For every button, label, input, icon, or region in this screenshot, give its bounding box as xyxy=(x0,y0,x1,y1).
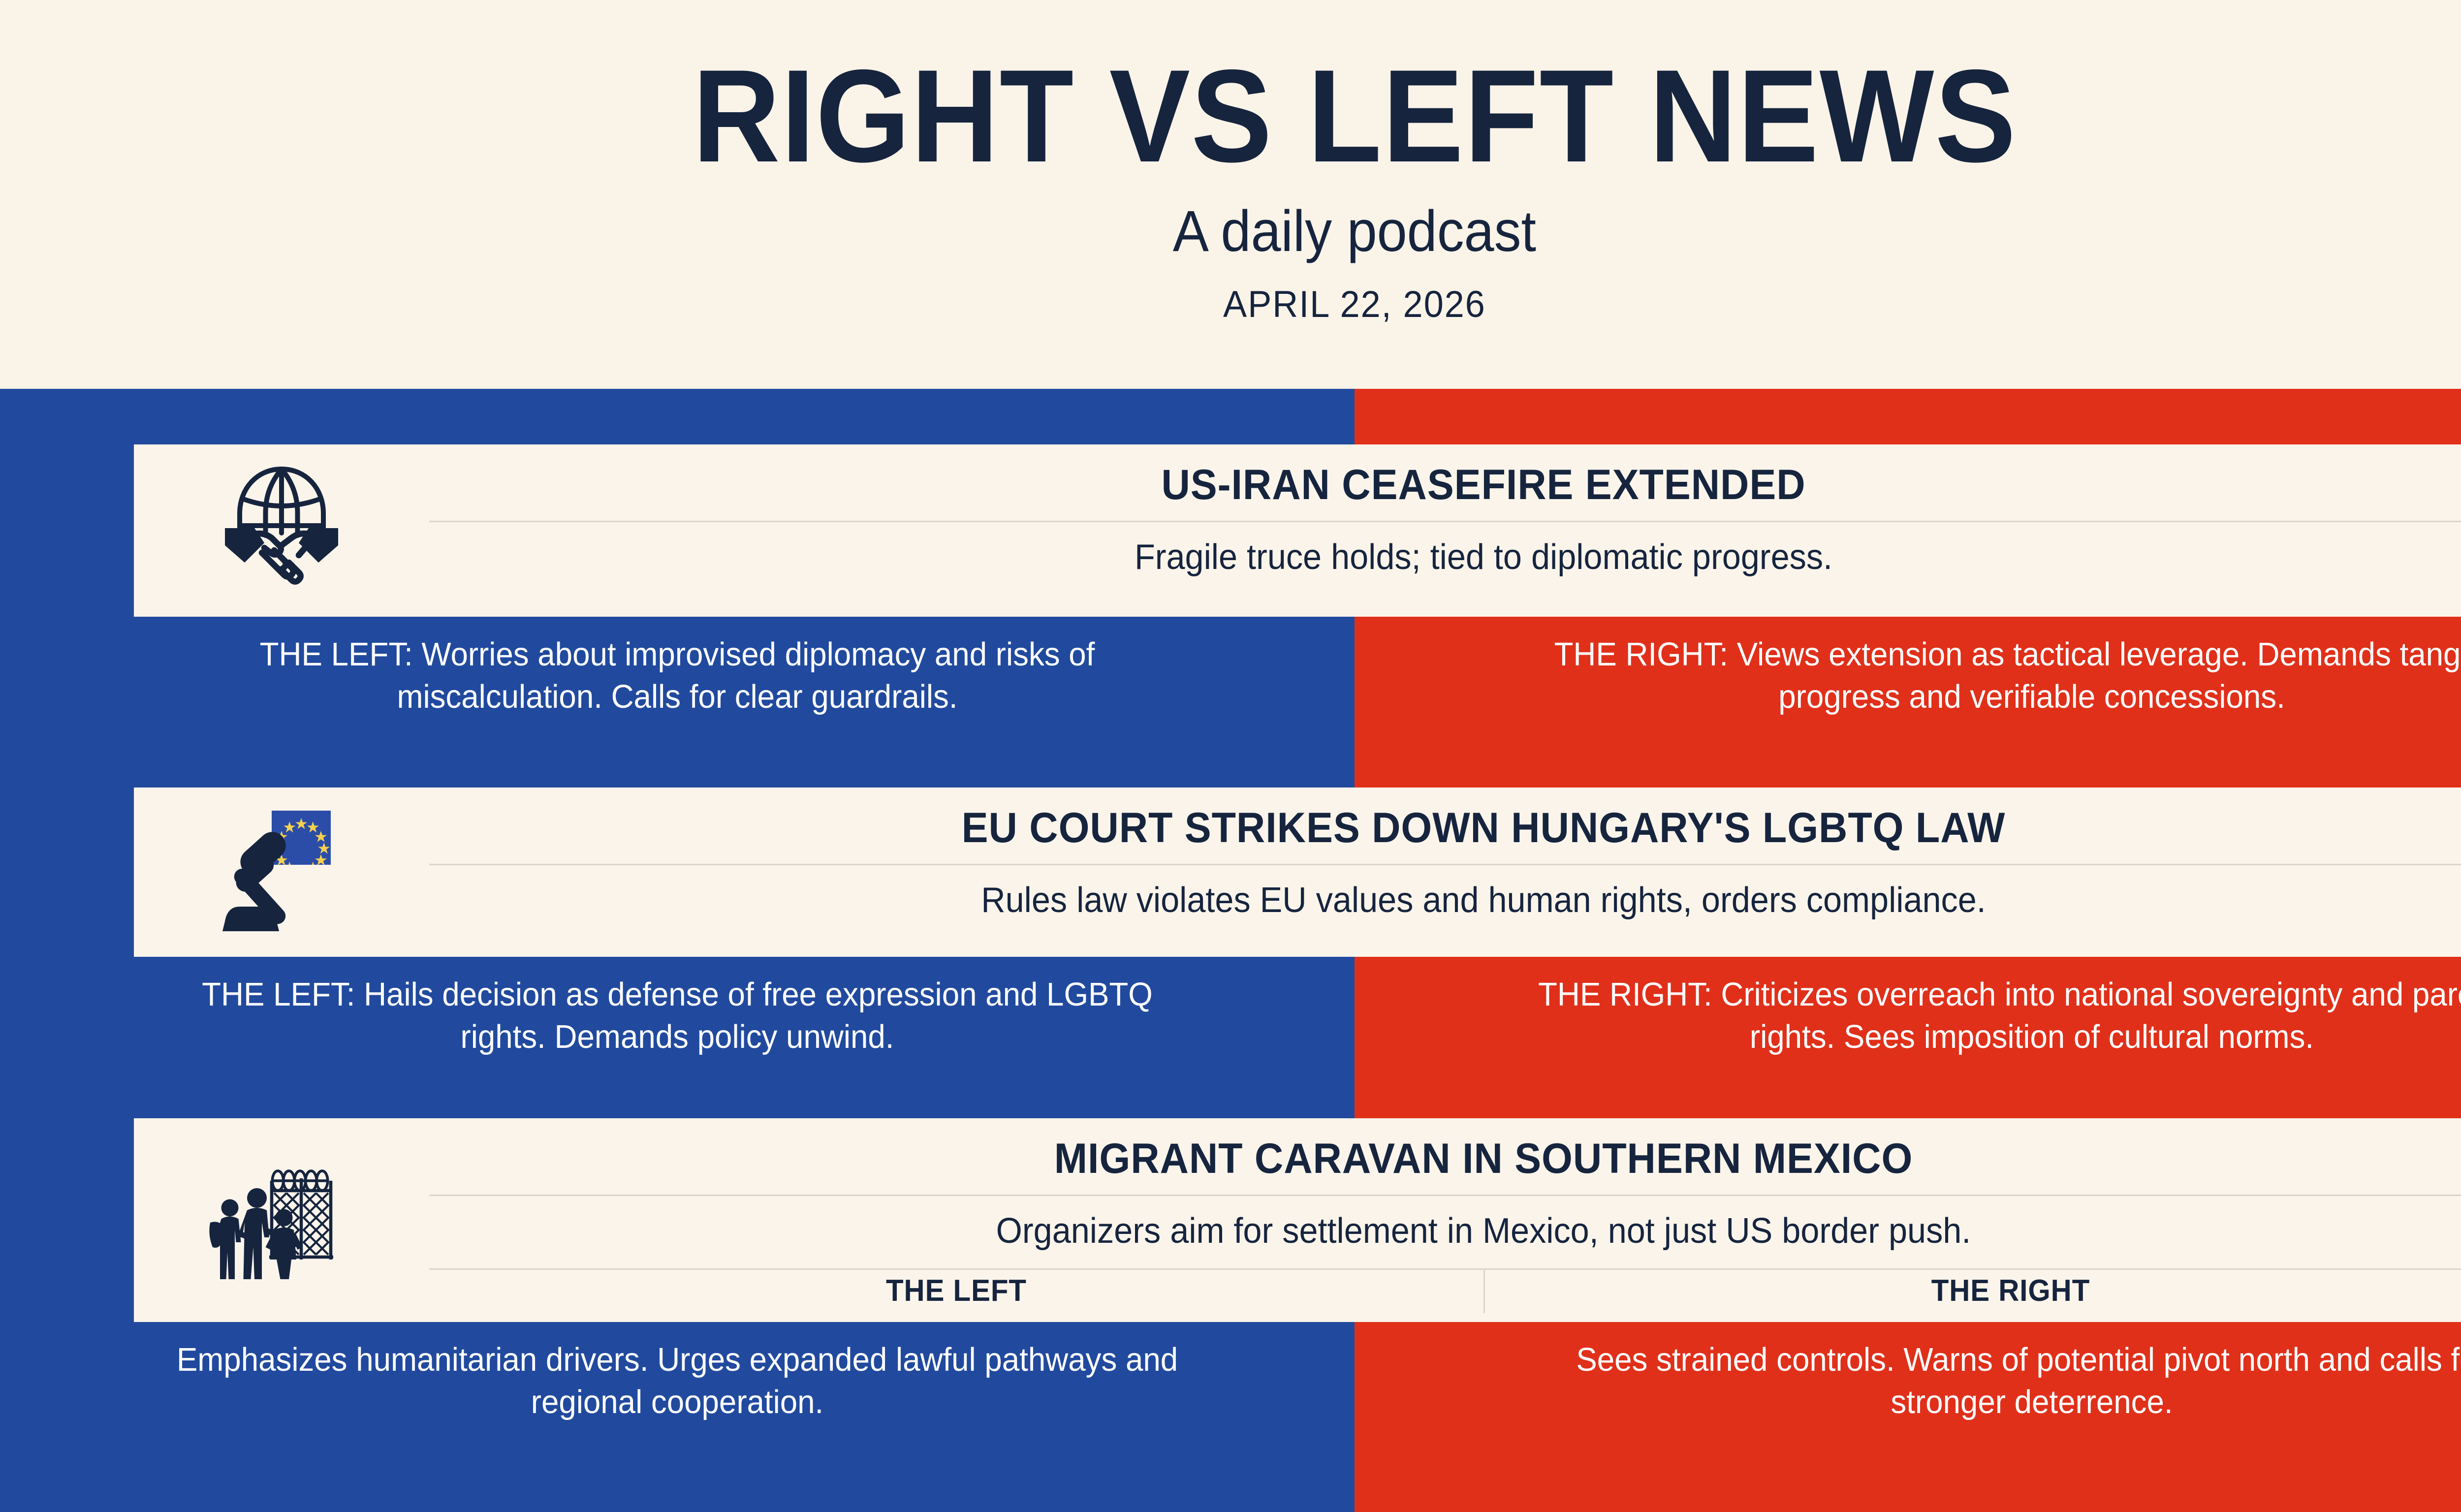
story-headline: US-IRAN CEASEFIRE EXTENDED xyxy=(1161,461,1806,508)
story-card-body: EU COURT STRIKES DOWN HUNGARY'S LGBTQ LA… xyxy=(429,788,2461,957)
labels-divider xyxy=(429,1268,2461,1270)
left-commentary: Emphasizes humanitarian drivers. Urges e… xyxy=(176,1341,1178,1420)
story-list: US-IRAN CEASEFIRE EXTENDED Fragile truce… xyxy=(0,389,2461,1512)
left-commentary: THE LEFT: Hails decision as defense of f… xyxy=(202,976,1153,1055)
story-card: MIGRANT CARAVAN IN SOUTHERN MEXICO Organ… xyxy=(134,1118,2461,1322)
story-card: US-IRAN CEASEFIRE EXTENDED Fragile truce… xyxy=(134,444,2461,617)
story-commentary: THE LEFT: Worries about improvised diplo… xyxy=(0,617,2461,718)
left-side-label: THE LEFT xyxy=(886,1273,1027,1308)
page-header: RIGHT VS LEFT NEWS A daily podcast APRIL… xyxy=(0,0,2461,389)
right-commentary: Sees strained controls. Warns of potenti… xyxy=(1576,1341,2461,1420)
right-side-label: THE RIGHT xyxy=(1931,1273,2090,1308)
episode-date: APRIL 22, 2026 xyxy=(1223,283,1486,325)
right-commentary: THE RIGHT: Views extension as tactical l… xyxy=(1554,636,2461,715)
story-commentary: THE LEFT: Hails decision as defense of f… xyxy=(0,957,2461,1058)
story-item[interactable]: MIGRANT CARAVAN IN SOUTHERN MEXICO Organ… xyxy=(0,1118,2461,1423)
vertical-divider xyxy=(1483,1269,1485,1313)
story-item[interactable]: EU COURT STRIKES DOWN HUNGARY'S LGBTQ LA… xyxy=(0,788,2461,1058)
story-headline: EU COURT STRIKES DOWN HUNGARY'S LGBTQ LA… xyxy=(961,804,2006,851)
left-commentary: THE LEFT: Worries about improvised diplo… xyxy=(259,636,1095,715)
migrants-border-fence-icon xyxy=(134,1118,429,1322)
story-item[interactable]: US-IRAN CEASEFIRE EXTENDED Fragile truce… xyxy=(0,444,2461,718)
page-subtitle: A daily podcast xyxy=(1172,198,1537,264)
right-commentary: THE RIGHT: Criticizes overreach into nat… xyxy=(1538,976,2461,1055)
headline-divider xyxy=(429,863,2461,865)
gavel-eu-flag-icon xyxy=(134,788,429,957)
story-card-body: US-IRAN CEASEFIRE EXTENDED Fragile truce… xyxy=(429,444,2461,617)
story-summary: Organizers aim for settlement in Mexico,… xyxy=(996,1211,1971,1251)
globe-handshake-icon xyxy=(134,444,429,617)
story-headline: MIGRANT CARAVAN IN SOUTHERN MEXICO xyxy=(1054,1135,1913,1182)
side-label-row: THE LEFT THE RIGHT xyxy=(429,1269,2461,1313)
story-card: EU COURT STRIKES DOWN HUNGARY'S LGBTQ LA… xyxy=(134,788,2461,957)
headline-divider xyxy=(429,520,2461,522)
headline-divider xyxy=(429,1194,2461,1196)
page-title: RIGHT VS LEFT NEWS xyxy=(692,42,2017,189)
story-summary: Rules law violates EU values and human r… xyxy=(981,880,1986,920)
story-card-body: MIGRANT CARAVAN IN SOUTHERN MEXICO Organ… xyxy=(429,1118,2461,1322)
story-summary: Fragile truce holds; tied to diplomatic … xyxy=(1134,537,1833,577)
story-commentary: Emphasizes humanitarian drivers. Urges e… xyxy=(0,1322,2461,1423)
